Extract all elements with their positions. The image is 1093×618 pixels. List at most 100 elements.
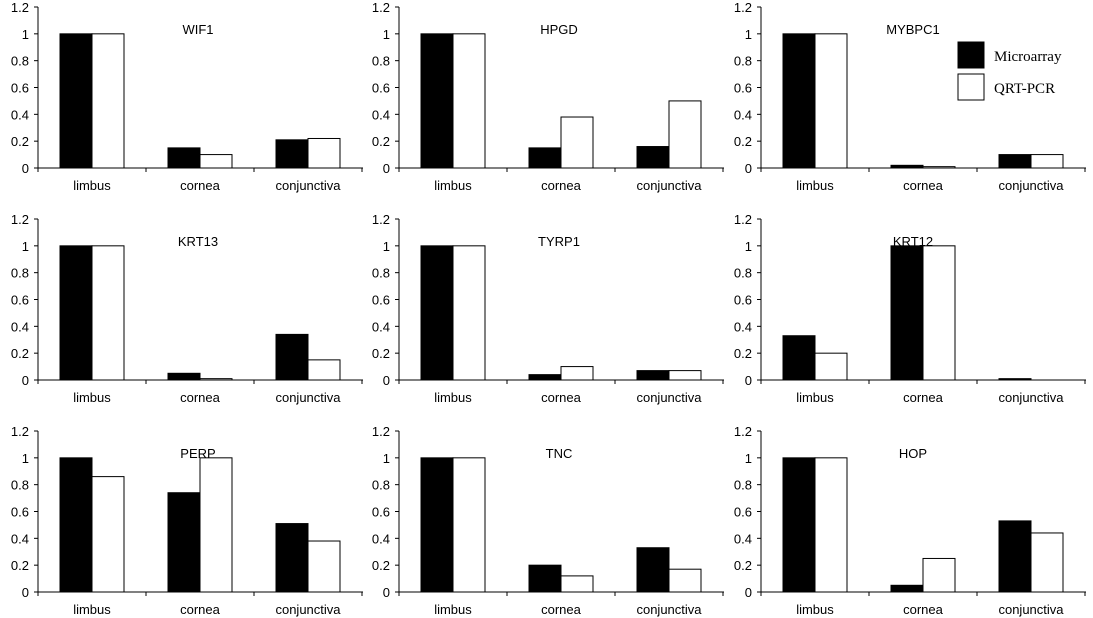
bar-qrt-pcr-cornea <box>199 378 233 381</box>
y-tick-label: 1 <box>745 451 752 466</box>
y-tick-label: 0.8 <box>734 54 752 69</box>
y-tick-label: 1 <box>745 239 752 254</box>
x-tick-label: cornea <box>903 390 944 405</box>
y-tick-label: 0.6 <box>372 505 390 520</box>
bar-qrt-pcr-limbus <box>814 457 848 593</box>
bar-qrt-pcr-limbus <box>814 352 848 381</box>
y-tick-label: 1 <box>383 451 390 466</box>
bar-microarray-cornea <box>890 164 924 169</box>
x-tick-label: cornea <box>180 602 221 617</box>
x-tick-label: limbus <box>73 602 111 617</box>
bar-microarray-limbus <box>59 245 93 381</box>
y-tick-label: 0.4 <box>372 319 390 334</box>
y-tick-label: 1.2 <box>372 424 390 439</box>
y-tick-label: 1 <box>383 27 390 42</box>
bar-qrt-pcr-conjunctiva <box>668 100 702 169</box>
y-tick-label: 0.2 <box>372 134 390 149</box>
y-tick-label: 1 <box>383 239 390 254</box>
legend-swatch-qrt-pcr <box>957 73 985 101</box>
y-tick-label: 0.6 <box>372 293 390 308</box>
chart-panel-perp: 0 0.2 0.4 0.6 0.8 1 1.2 limbus cornea conjunctiva… <box>11 424 363 617</box>
y-tick-label: 1.2 <box>11 424 29 439</box>
y-tick-label: 0.8 <box>11 54 29 69</box>
y-tick-label: 1.2 <box>372 212 390 227</box>
legend-label: QRT-PCR <box>994 81 1055 97</box>
bar-qrt-pcr-conjunctiva <box>307 540 341 593</box>
bar-microarray-limbus <box>59 457 93 593</box>
y-tick-label: 0 <box>22 373 29 388</box>
panel-title: KRT12 <box>893 234 933 249</box>
y-tick-label: 1.2 <box>734 0 752 15</box>
y-tick-label: 0.6 <box>372 81 390 96</box>
y-tick-label: 1.2 <box>734 424 752 439</box>
y-tick-label: 0.6 <box>11 293 29 308</box>
bar-microarray-limbus <box>420 457 454 593</box>
y-tick-label: 0.6 <box>734 505 752 520</box>
y-tick-label: 1 <box>745 27 752 42</box>
panel-title: WIF1 <box>182 22 213 37</box>
y-tick-label: 0.8 <box>372 266 390 281</box>
bar-microarray-limbus <box>782 457 816 593</box>
y-tick-label: 0.2 <box>372 558 390 573</box>
y-tick-label: 0 <box>22 585 29 600</box>
bar-microarray-conjunctiva <box>636 547 670 593</box>
bar-microarray-cornea <box>890 584 924 593</box>
y-tick-label: 0.2 <box>11 558 29 573</box>
bar-microarray-cornea <box>528 564 562 593</box>
y-tick-label: 0.4 <box>11 319 29 334</box>
y-tick-label: 0.4 <box>734 319 752 334</box>
y-tick-label: 0 <box>383 373 390 388</box>
y-tick-label: 0 <box>22 161 29 176</box>
y-tick-label: 0.4 <box>11 107 29 122</box>
x-tick-label: conjunctiva <box>275 178 341 193</box>
y-tick-label: 0.8 <box>734 478 752 493</box>
x-tick-label: limbus <box>73 178 111 193</box>
x-tick-label: conjunctiva <box>636 390 702 405</box>
y-tick-label: 0.2 <box>11 134 29 149</box>
panel-title: MYBPC1 <box>886 22 939 37</box>
y-tick-label: 0.4 <box>734 531 752 546</box>
bar-microarray-conjunctiva <box>998 154 1032 169</box>
x-tick-label: cornea <box>541 390 582 405</box>
bar-microarray-conjunctiva <box>636 370 670 381</box>
panel-title: PERP <box>180 446 215 461</box>
chart-panel-hpgd: 0 0.2 0.4 0.6 0.8 1 1.2 limbus cornea conjunctiva… <box>372 0 724 193</box>
y-tick-label: 0.6 <box>11 505 29 520</box>
x-tick-label: limbus <box>796 602 834 617</box>
panel-title: TNC <box>546 446 573 461</box>
y-tick-label: 1 <box>22 451 29 466</box>
bar-qrt-pcr-conjunctiva <box>668 370 702 381</box>
y-tick-label: 0.2 <box>734 134 752 149</box>
y-tick-label: 0.8 <box>734 266 752 281</box>
bar-microarray-limbus <box>782 33 816 169</box>
bar-microarray-conjunctiva <box>636 146 670 169</box>
bar-qrt-pcr-conjunctiva <box>1030 154 1064 169</box>
y-tick-label: 0.6 <box>734 293 752 308</box>
y-tick-label: 0.8 <box>372 54 390 69</box>
x-tick-label: limbus <box>796 390 834 405</box>
bar-qrt-pcr-limbus <box>91 33 125 169</box>
x-tick-label: cornea <box>541 602 582 617</box>
bar-qrt-pcr-limbus <box>814 33 848 169</box>
y-tick-label: 0.4 <box>372 531 390 546</box>
y-tick-label: 0.4 <box>734 107 752 122</box>
bar-microarray-cornea <box>890 245 924 381</box>
bar-qrt-pcr-limbus <box>91 245 125 381</box>
chart-panel-krt13: 0 0.2 0.4 0.6 0.8 1 1.2 limbus cornea conjunctiva… <box>11 212 363 405</box>
x-tick-label: conjunctiva <box>998 390 1064 405</box>
panel-title: KRT13 <box>178 234 218 249</box>
y-tick-label: 0.8 <box>11 266 29 281</box>
bar-qrt-pcr-limbus <box>452 245 486 381</box>
x-tick-label: cornea <box>541 178 582 193</box>
bar-qrt-pcr-cornea <box>560 116 594 169</box>
y-tick-label: 0 <box>745 161 752 176</box>
bar-qrt-pcr-cornea <box>199 154 233 169</box>
panel-title: TYRP1 <box>538 234 580 249</box>
y-tick-label: 1.2 <box>734 212 752 227</box>
bar-microarray-conjunctiva <box>275 333 309 381</box>
bar-qrt-pcr-conjunctiva <box>307 137 341 169</box>
bar-qrt-pcr-cornea <box>560 575 594 593</box>
legend-swatch-microarray <box>957 41 985 69</box>
x-tick-label: conjunctiva <box>636 178 702 193</box>
